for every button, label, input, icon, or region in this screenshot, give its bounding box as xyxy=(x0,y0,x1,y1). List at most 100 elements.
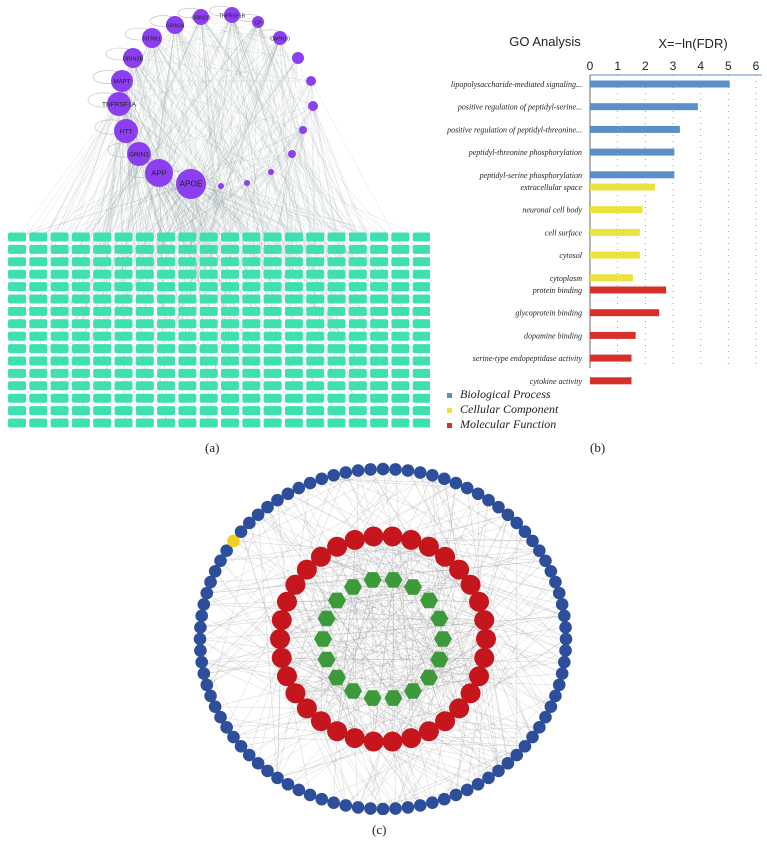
hub-node-label: APOE xyxy=(180,180,203,189)
target-node xyxy=(93,269,112,279)
middle-node xyxy=(382,526,403,547)
middle-node xyxy=(469,591,490,612)
target-node xyxy=(306,232,325,242)
target-node xyxy=(71,319,90,329)
middle-node xyxy=(418,536,439,557)
target-node xyxy=(263,257,282,267)
target-node xyxy=(263,356,282,366)
outer-node xyxy=(327,469,340,482)
category-label: cytoplasm xyxy=(550,274,583,283)
category-label: neuronal cell body xyxy=(522,206,582,215)
target-node xyxy=(242,418,261,428)
target-node xyxy=(93,319,112,329)
outer-node xyxy=(492,500,505,514)
target-node xyxy=(306,319,325,329)
target-node xyxy=(157,356,176,366)
hub-node xyxy=(218,183,224,189)
outer-node xyxy=(510,748,524,762)
target-node xyxy=(50,269,69,279)
outer-node xyxy=(559,632,573,646)
target-node xyxy=(93,306,112,316)
middle-node xyxy=(296,698,317,719)
hub-node xyxy=(111,70,133,92)
outer-node xyxy=(292,481,306,495)
target-node xyxy=(327,393,346,403)
target-node xyxy=(199,381,218,391)
inner-node xyxy=(434,631,452,647)
target-node xyxy=(412,356,431,366)
target-node xyxy=(242,393,261,403)
target-node xyxy=(391,356,410,366)
hub-node-label: CP xyxy=(255,21,263,27)
target-node xyxy=(93,406,112,416)
hub-node-label: NTRK1 xyxy=(143,37,161,43)
target-node xyxy=(50,232,69,242)
target-node xyxy=(370,319,389,329)
target-node xyxy=(221,381,239,391)
target-node xyxy=(263,393,282,403)
outer-node xyxy=(261,500,274,514)
target-node xyxy=(8,232,26,242)
target-node xyxy=(327,306,346,316)
hub-node xyxy=(292,52,304,64)
outer-node xyxy=(501,508,515,522)
outer-node xyxy=(197,598,211,611)
target-node xyxy=(29,418,48,428)
category-label: lipopolysaccharide-mediated signaling... xyxy=(451,80,582,89)
category-label: serine-type endopeptidase activity xyxy=(473,354,583,363)
caption-a: (a) xyxy=(205,440,220,455)
x-tick-label: 2 xyxy=(642,59,649,73)
category-label: positive regulation of peptidyl-serine..… xyxy=(457,103,582,112)
outer-node xyxy=(251,508,265,522)
hub-node-label: CAPN10 xyxy=(270,37,290,43)
target-node xyxy=(306,244,325,254)
category-label: peptidyl-serine phosphorylation xyxy=(479,171,582,180)
target-node xyxy=(221,257,239,267)
target-node xyxy=(199,306,218,316)
outer-node xyxy=(557,609,571,623)
target-node xyxy=(50,344,69,354)
inner-node xyxy=(344,683,362,699)
bar xyxy=(590,80,730,88)
target-node xyxy=(8,244,26,254)
target-node xyxy=(71,306,90,316)
target-node xyxy=(114,381,133,391)
network-panel-c xyxy=(150,455,620,816)
target-node xyxy=(114,232,133,242)
middle-node xyxy=(363,731,384,752)
target-node xyxy=(327,344,346,354)
target-node xyxy=(306,368,325,378)
target-node xyxy=(348,269,367,279)
target-node xyxy=(29,294,48,304)
hub-node xyxy=(145,159,173,187)
target-node xyxy=(71,269,90,279)
target-node xyxy=(306,306,325,316)
target-node xyxy=(391,306,410,316)
inner-node xyxy=(384,572,403,588)
target-node xyxy=(8,381,26,391)
outer-ring-nodes xyxy=(193,462,573,816)
outer-node xyxy=(492,764,505,778)
target-node xyxy=(178,244,197,254)
inner-node xyxy=(363,572,382,588)
outer-node xyxy=(251,756,265,770)
middle-node xyxy=(310,711,331,732)
middle-node xyxy=(285,683,306,704)
target-node xyxy=(178,344,197,354)
target-node xyxy=(370,406,389,416)
middle-node xyxy=(271,610,292,631)
target-node xyxy=(242,356,261,366)
inner-node xyxy=(363,690,382,706)
outer-node xyxy=(281,487,295,501)
target-node xyxy=(29,381,48,391)
target-node xyxy=(370,368,389,378)
outer-node xyxy=(195,655,209,669)
network-panel-a: GRIN2D TNFRSF1B CP CAPN10 GRIN2A NTRK1 GRIN2B M… xyxy=(0,0,431,440)
outer-node xyxy=(389,802,402,815)
target-node xyxy=(71,368,90,378)
target-node xyxy=(327,244,346,254)
inner-node xyxy=(404,683,422,699)
hub-node xyxy=(273,31,287,45)
target-node xyxy=(50,306,69,316)
target-node xyxy=(391,406,410,416)
